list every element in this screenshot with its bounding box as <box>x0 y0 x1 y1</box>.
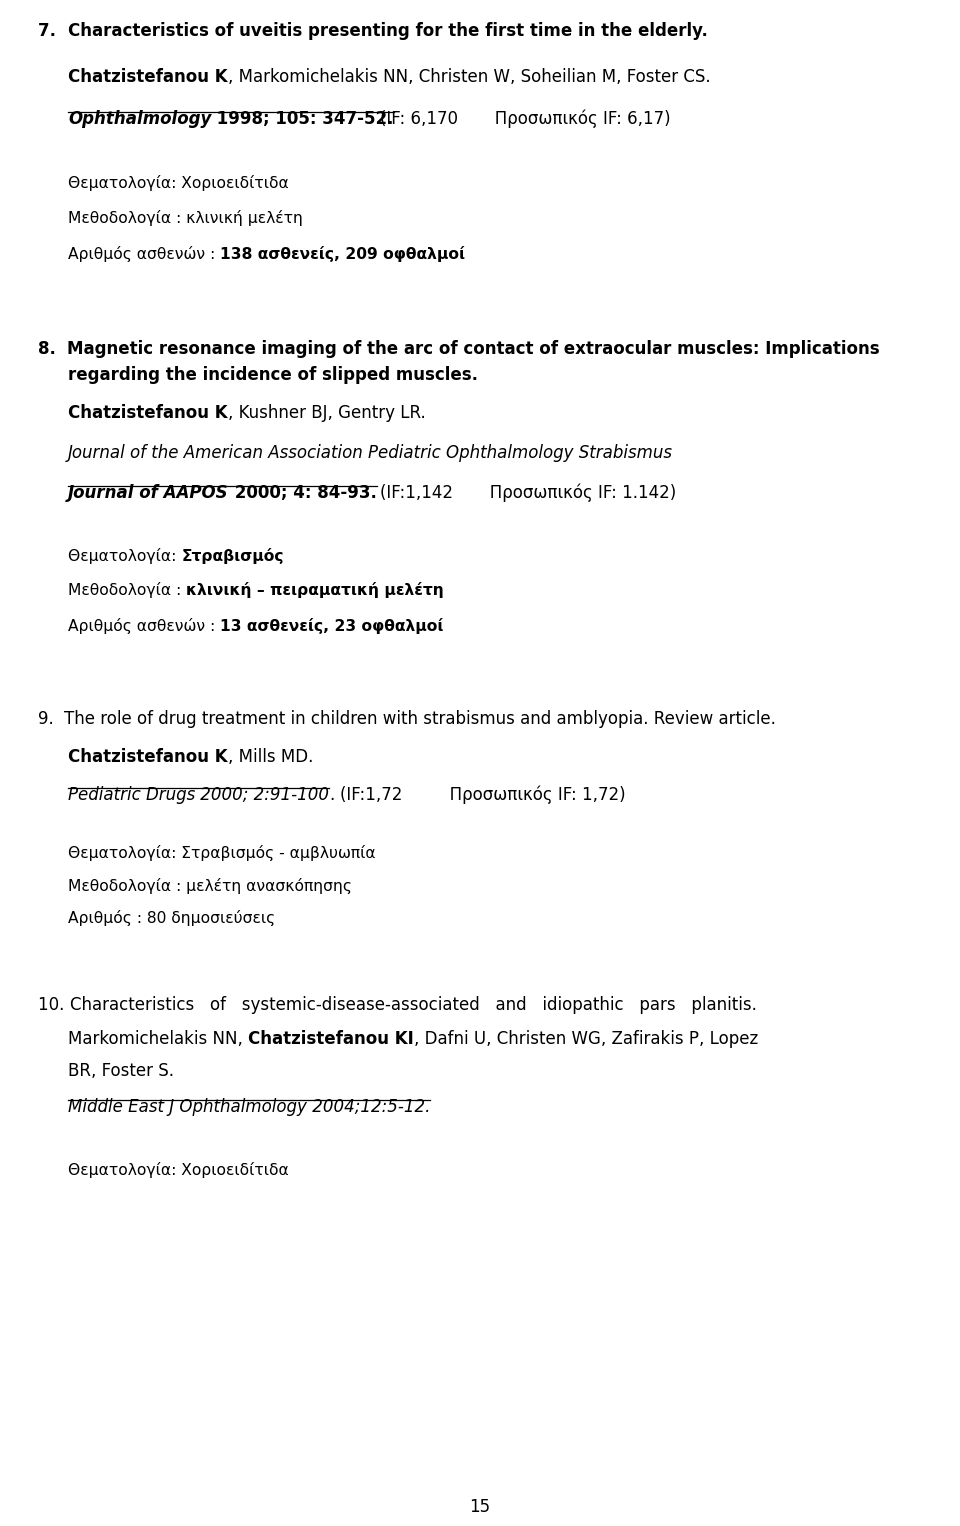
Text: (IF:1,142       Προσωπικός IF: 1.142): (IF:1,142 Προσωπικός IF: 1.142) <box>380 484 676 502</box>
Text: regarding the incidence of slipped muscles.: regarding the incidence of slipped muscl… <box>68 366 478 385</box>
Text: 2000; 2:91-100: 2000; 2:91-100 <box>195 786 329 804</box>
Text: Characteristics   of   systemic-disease-associated   and   idiopathic   pars   p: Characteristics of systemic-disease-asso… <box>70 996 756 1013</box>
Text: Αριθμός ασθενών :: Αριθμός ασθενών : <box>68 618 220 633</box>
Text: Ophthalmology: Ophthalmology <box>68 110 211 128</box>
Text: Middle East J Ophthalmology: Middle East J Ophthalmology <box>68 1099 307 1116</box>
Text: Chatzistefanou K: Chatzistefanou K <box>68 748 228 766</box>
Text: Θεματολογία: Στραβισμός - αμβλυωπία: Θεματολογία: Στραβισμός - αμβλυωπία <box>68 845 375 861</box>
Text: 2000; 4: 84-93.: 2000; 4: 84-93. <box>228 484 376 502</box>
Text: Journal of the American Association Pediatric Ophthalmology Strabismus: Journal of the American Association Pedi… <box>68 444 673 462</box>
Text: 15: 15 <box>469 1499 491 1515</box>
Text: , Mills MD.: , Mills MD. <box>228 748 313 766</box>
Text: 8.: 8. <box>38 340 67 359</box>
Text: The role of drug treatment in children with strabismus and amblyopia. Review art: The role of drug treatment in children w… <box>64 710 776 728</box>
Text: 9.: 9. <box>38 710 64 728</box>
Text: Αριθμός ασθενών :: Αριθμός ασθενών : <box>68 246 220 262</box>
Text: Chatzistefanou KI: Chatzistefanou KI <box>248 1030 414 1048</box>
Text: Chatzistefanou K: Chatzistefanou K <box>68 69 228 85</box>
Text: Pediatric Drugs: Pediatric Drugs <box>68 786 195 804</box>
Text: (IF: 6,170       Προσωπικός IF: 6,17): (IF: 6,170 Προσωπικός IF: 6,17) <box>380 110 671 128</box>
Text: Μεθοδολογία : μελέτη ανασκόπησης: Μεθοδολογία : μελέτη ανασκόπησης <box>68 877 352 894</box>
Text: Αριθμός : 80 δημοσιεύσεις: Αριθμός : 80 δημοσιεύσεις <box>68 909 276 926</box>
Text: Θεματολογία: Χοριοειδίτιδα: Θεματολογία: Χοριοειδίτιδα <box>68 1161 289 1178</box>
Text: Μεθοδολογία : κλινική μελέτη: Μεθοδολογία : κλινική μελέτη <box>68 211 302 226</box>
Text: Στραβισμός: Στραβισμός <box>181 548 284 565</box>
Text: Θεματολογία: Χοριοειδίτιδα: Θεματολογία: Χοριοειδίτιδα <box>68 175 289 191</box>
Text: BR, Foster S.: BR, Foster S. <box>68 1062 174 1080</box>
Text: 7.: 7. <box>38 21 67 40</box>
Text: 13 ασθενείς, 23 οφθαλμοί: 13 ασθενείς, 23 οφθαλμοί <box>220 618 444 633</box>
Text: 138 ασθενείς, 209 οφθαλμοί: 138 ασθενείς, 209 οφθαλμοί <box>220 246 466 262</box>
Text: Magnetic resonance imaging of the arc of contact of extraocular muscles: Implica: Magnetic resonance imaging of the arc of… <box>67 340 880 359</box>
Text: κλινική – πειραματική μελέτη: κλινική – πειραματική μελέτη <box>186 581 444 598</box>
Text: 1998; 105: 347-52.: 1998; 105: 347-52. <box>211 110 394 128</box>
Text: Μεθοδολογία :: Μεθοδολογία : <box>68 581 186 598</box>
Text: Θεματολογία:: Θεματολογία: <box>68 548 181 565</box>
Text: (IF:1,72         Προσωπικός IF: 1,72): (IF:1,72 Προσωπικός IF: 1,72) <box>340 786 626 804</box>
Text: , Dafni U, Christen WG, Zafirakis P, Lopez: , Dafni U, Christen WG, Zafirakis P, Lop… <box>414 1030 758 1048</box>
Text: .: . <box>329 786 334 804</box>
Text: 2004;12:5-12.: 2004;12:5-12. <box>307 1099 430 1116</box>
Text: 10.: 10. <box>38 996 70 1013</box>
Text: Chatzistefanou K: Chatzistefanou K <box>68 404 228 423</box>
Text: Characteristics of uveitis presenting for the first time in the elderly.: Characteristics of uveitis presenting fo… <box>67 21 708 40</box>
Text: Markomichelakis NN,: Markomichelakis NN, <box>68 1030 248 1048</box>
Text: Journal of AAPOS: Journal of AAPOS <box>68 484 228 502</box>
Text: , Markomichelakis NN, Christen W, Soheilian M, Foster CS.: , Markomichelakis NN, Christen W, Soheil… <box>228 69 710 85</box>
Text: , Kushner BJ, Gentry LR.: , Kushner BJ, Gentry LR. <box>228 404 425 423</box>
